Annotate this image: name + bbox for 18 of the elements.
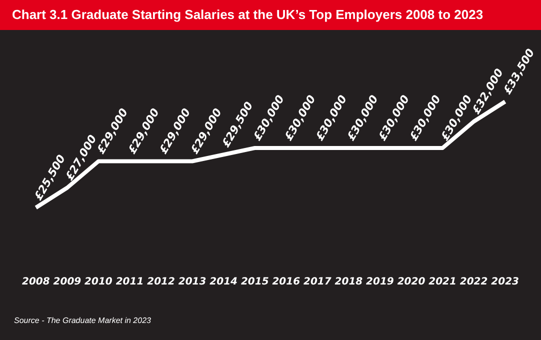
x-tick-label: 2012 [147,276,175,288]
x-tick-label: 2022 [460,276,488,288]
x-tick-label: 2008 [22,276,50,288]
chart-title: Chart 3.1 Graduate Starting Salaries at the UK’s Top Employers 2008 to 2023 [0,0,541,30]
x-tick-label: 2013 [178,276,206,288]
source-note: Source - The Graduate Market in 2023 [14,316,151,325]
x-tick-label: 2011 [116,276,144,288]
x-tick-label: 2015 [240,276,269,288]
x-tick-label: 2017 [303,276,332,288]
x-tick-label: 2014 [210,276,238,288]
x-tick-label: 2010 [84,276,112,288]
x-tick-label: 2019 [366,276,394,288]
x-tick-label: 2020 [397,276,426,288]
x-tick-label: 2018 [334,276,363,288]
x-tick-label: 2009 [53,276,82,288]
x-tick-label: 2023 [491,276,520,288]
x-tick-label: 2021 [428,276,456,288]
x-tick-label: 2016 [272,276,300,288]
